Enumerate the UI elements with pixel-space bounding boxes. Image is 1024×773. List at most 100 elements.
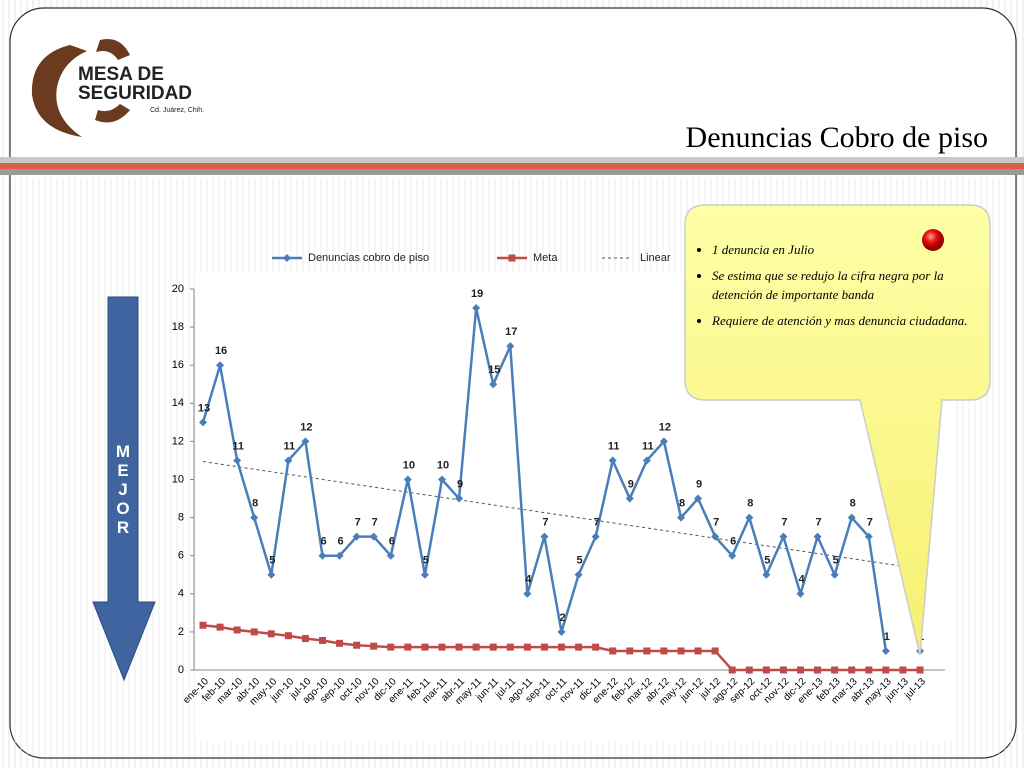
point (625, 494, 634, 503)
data-label: 7 (372, 517, 378, 529)
data-label: 5 (423, 555, 429, 567)
data-label: 6 (730, 536, 736, 548)
point (642, 456, 651, 465)
point (831, 666, 839, 674)
legend-label: Meta (533, 252, 558, 264)
point (608, 456, 617, 465)
band (0, 169, 1024, 175)
point (387, 643, 395, 651)
point (575, 643, 583, 651)
band (0, 163, 1024, 169)
point (472, 304, 481, 313)
point (609, 647, 617, 655)
data-label: 4 (525, 574, 532, 586)
point (250, 628, 258, 636)
callout-text: 1 denuncia en Julio Se estima que se redu… (698, 240, 978, 337)
point (233, 456, 242, 465)
point (216, 623, 224, 631)
point (659, 437, 668, 446)
point (438, 475, 446, 484)
point (882, 666, 890, 674)
point (199, 621, 207, 629)
point (899, 666, 907, 674)
data-label: 4 (798, 574, 805, 586)
point (677, 513, 685, 522)
band (0, 157, 1024, 163)
legend-label: Linear (640, 252, 671, 264)
y-tick-label: 14 (172, 397, 184, 409)
point (660, 647, 668, 655)
point (284, 456, 293, 465)
data-label: 9 (696, 478, 702, 490)
point (369, 532, 378, 541)
point (694, 494, 703, 503)
point (319, 636, 326, 644)
point (318, 551, 327, 560)
point (199, 418, 207, 427)
data-label: 6 (389, 536, 395, 548)
point (797, 666, 804, 674)
bullet: Se estima que se redujo la cifra negra p… (712, 266, 978, 304)
data-label: 10 (437, 459, 449, 471)
y-tick-label: 20 (172, 283, 184, 295)
data-label: 9 (457, 478, 463, 490)
point (523, 643, 531, 651)
point (728, 666, 736, 674)
y-tick-label: 0 (178, 664, 184, 676)
point (352, 532, 361, 541)
point (762, 666, 770, 674)
data-label: 7 (594, 517, 600, 529)
data-label: 19 (471, 288, 483, 300)
point (506, 643, 514, 651)
point (540, 643, 548, 651)
legend-label: Denuncias cobro de piso (308, 252, 429, 264)
point (353, 641, 361, 649)
point (370, 642, 378, 650)
point (848, 666, 856, 674)
point (540, 532, 549, 541)
data-label: 5 (269, 555, 275, 567)
data-label: 8 (679, 498, 685, 510)
point (301, 635, 309, 643)
point (830, 570, 839, 579)
data-label: 8 (252, 498, 258, 510)
data-label: 11 (232, 440, 244, 452)
callout (684, 204, 991, 656)
legend-marker (283, 254, 291, 262)
data-label: 7 (816, 517, 822, 529)
y-tick-label: 4 (178, 588, 184, 600)
point (762, 570, 771, 579)
point (404, 643, 412, 651)
point (591, 532, 600, 541)
y-tick-label: 2 (178, 626, 184, 638)
point (558, 643, 565, 651)
point (506, 342, 515, 351)
data-label: 7 (713, 517, 719, 529)
point (455, 494, 464, 503)
data-label: 7 (867, 517, 873, 529)
point (438, 643, 446, 651)
point (745, 513, 754, 522)
point (216, 361, 225, 370)
point (301, 437, 310, 446)
point (472, 643, 480, 651)
arrow (92, 296, 156, 682)
y-tick-label: 12 (172, 435, 184, 447)
data-label: 8 (850, 498, 856, 510)
point (626, 647, 634, 655)
point (881, 646, 890, 655)
point (523, 589, 532, 598)
point (711, 647, 719, 655)
point (386, 551, 395, 560)
point (574, 570, 583, 579)
data-label: 1 (884, 631, 890, 643)
logo-text: MESA DE (78, 64, 164, 85)
data-label: 11 (608, 440, 620, 452)
data-label: 5 (764, 555, 770, 567)
point (847, 513, 856, 522)
point (250, 513, 259, 522)
data-label: 15 (488, 364, 500, 376)
y-tick-label: 8 (178, 512, 184, 524)
point (865, 666, 873, 674)
